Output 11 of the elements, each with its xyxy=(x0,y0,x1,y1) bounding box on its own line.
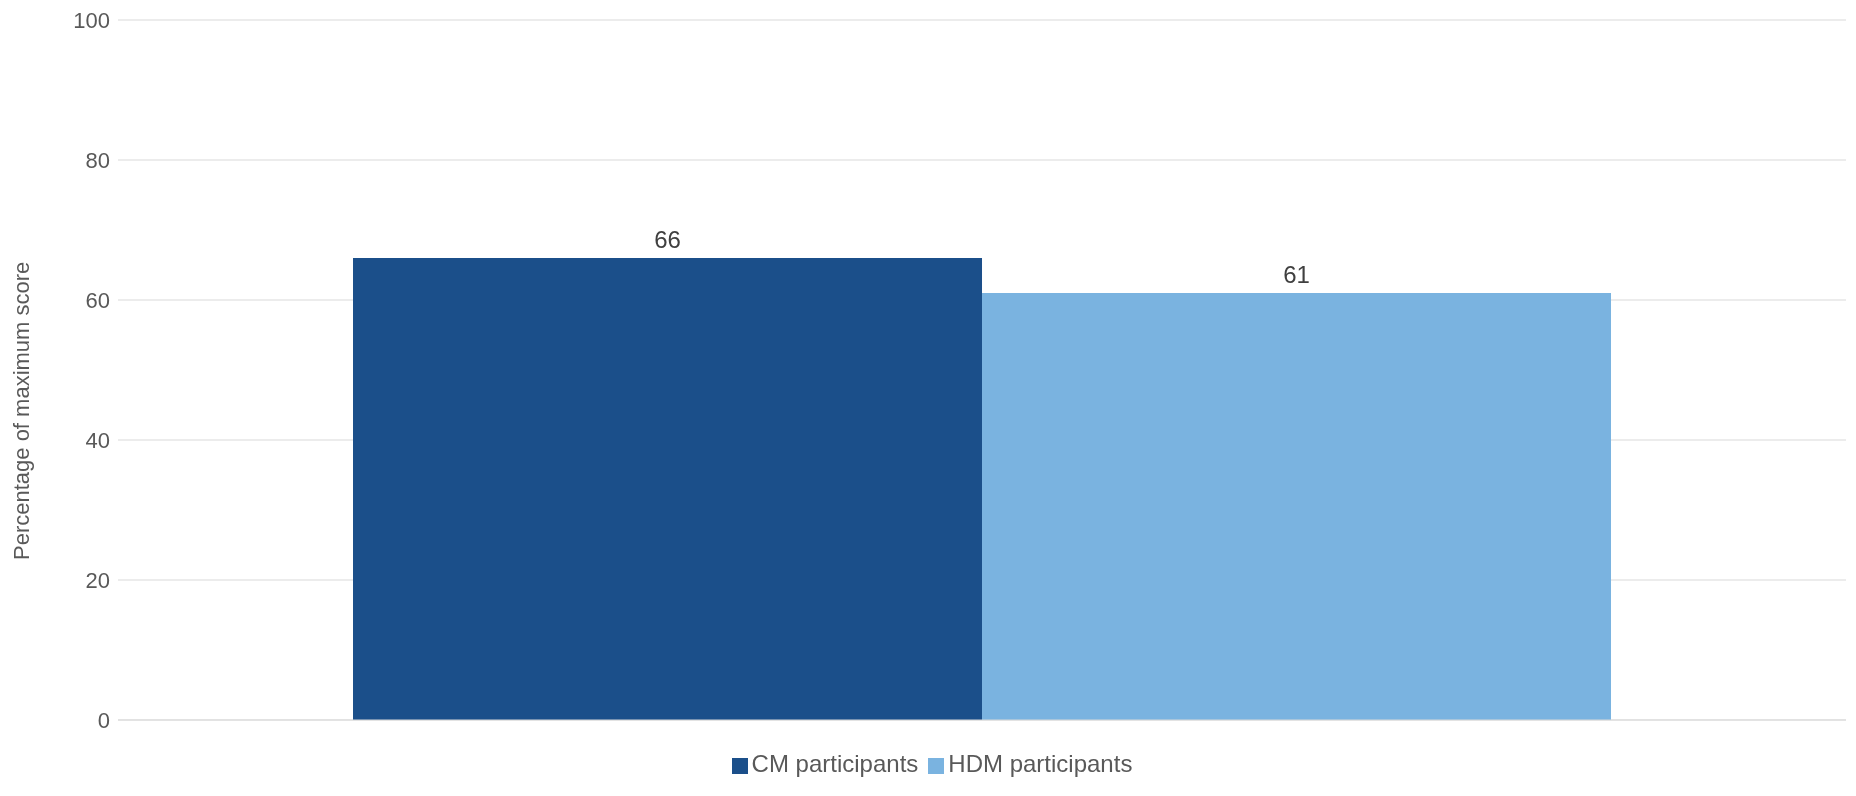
data-label: 66 xyxy=(654,226,681,253)
data-label: 61 xyxy=(1283,261,1310,288)
y-tick-label: 0 xyxy=(97,707,110,733)
y-tick-label: 80 xyxy=(85,147,110,173)
y-tick-label: 40 xyxy=(85,427,110,453)
y-axis-title: Percentage of maximum score xyxy=(8,261,34,560)
y-tick-label: 100 xyxy=(73,7,110,33)
legend-label: CM participants xyxy=(751,750,919,777)
y-tick-label: 60 xyxy=(85,287,110,313)
legend-label: HDM participants xyxy=(948,750,1133,777)
y-tick-label: 20 xyxy=(85,567,110,593)
